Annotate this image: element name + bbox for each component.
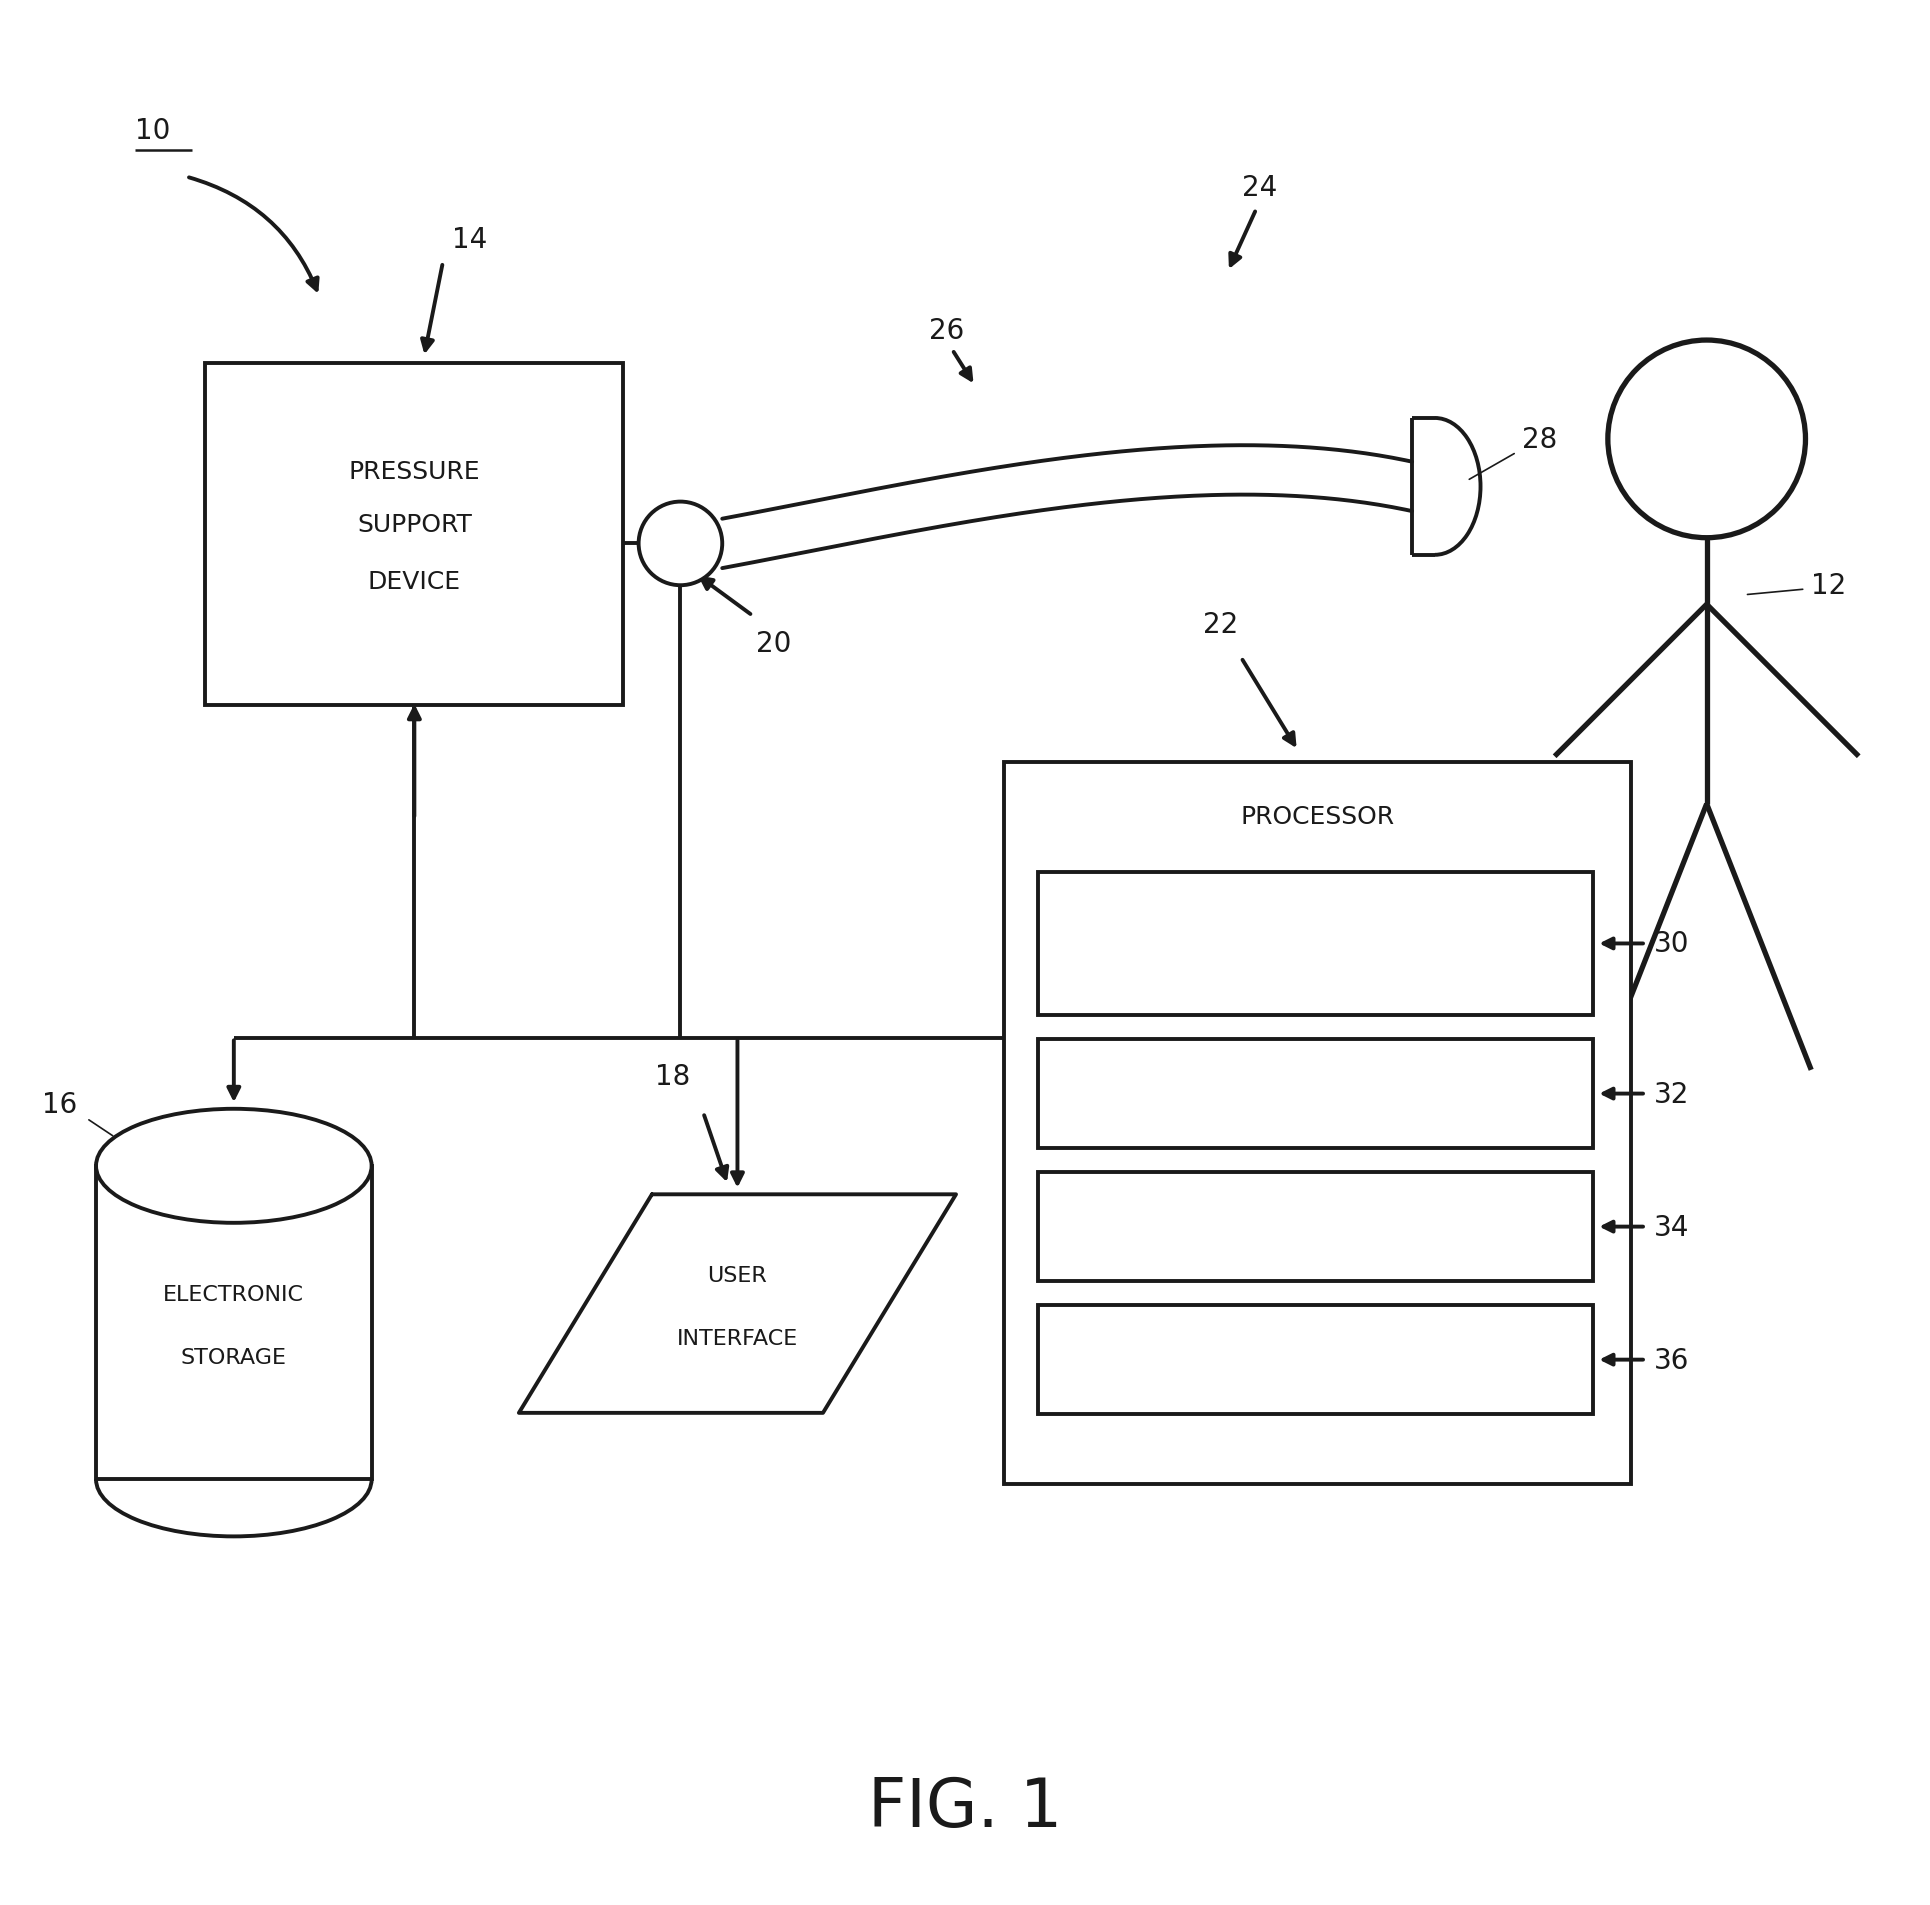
Text: 26: 26 — [928, 316, 963, 345]
Text: INTERFACE: INTERFACE — [677, 1328, 797, 1349]
Bar — [1036, 1305, 1592, 1414]
Text: PRESSURE MODULE: PRESSURE MODULE — [1204, 1217, 1424, 1236]
Text: DEVICE: DEVICE — [367, 570, 461, 594]
Text: COMPLIANCE MODULE: COMPLIANCE MODULE — [1191, 1351, 1440, 1370]
Text: 36: 36 — [1652, 1347, 1689, 1374]
Text: 32: 32 — [1652, 1080, 1689, 1109]
Text: FIG. 1: FIG. 1 — [868, 1774, 1062, 1840]
Text: 18: 18 — [654, 1063, 689, 1090]
Text: BREATHING PARAMETER: BREATHING PARAMETER — [1179, 911, 1449, 932]
Text: 24: 24 — [1241, 173, 1278, 202]
Text: CONTROL MODULE: CONTROL MODULE — [1208, 1084, 1420, 1105]
Text: 30: 30 — [1652, 930, 1689, 958]
Bar — [1036, 872, 1592, 1015]
Text: 20: 20 — [757, 629, 791, 657]
Text: PRESSURE: PRESSURE — [349, 459, 481, 484]
Text: 34: 34 — [1652, 1213, 1689, 1240]
Text: 12: 12 — [1810, 572, 1845, 600]
Bar — [1004, 762, 1629, 1484]
Text: PROCESSOR: PROCESSOR — [1239, 804, 1393, 829]
Text: MODULE: MODULE — [1266, 960, 1363, 981]
Text: ELECTRONIC: ELECTRONIC — [164, 1284, 305, 1305]
Text: STORAGE: STORAGE — [181, 1347, 288, 1368]
Text: USER: USER — [706, 1265, 766, 1286]
Bar — [1036, 1173, 1592, 1280]
Polygon shape — [519, 1194, 955, 1414]
Text: 14: 14 — [452, 225, 488, 253]
Ellipse shape — [96, 1109, 371, 1223]
Text: 22: 22 — [1202, 612, 1237, 638]
Bar — [96, 1166, 371, 1480]
Bar — [1036, 1040, 1592, 1149]
Text: 28: 28 — [1521, 425, 1558, 453]
Text: SUPPORT: SUPPORT — [357, 512, 471, 537]
Bar — [205, 364, 623, 705]
Circle shape — [639, 503, 722, 587]
Circle shape — [1608, 341, 1805, 539]
Text: 10: 10 — [135, 118, 170, 145]
Text: 16: 16 — [42, 1092, 77, 1118]
